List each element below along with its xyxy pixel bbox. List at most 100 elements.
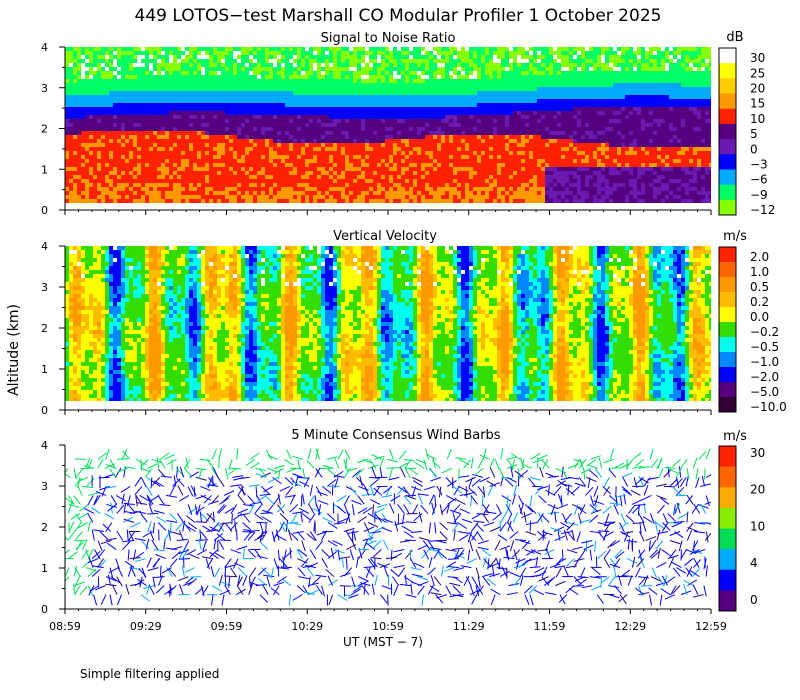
snr-cell (185, 159, 189, 163)
snr-cell (317, 91, 321, 95)
snr-cell (297, 127, 301, 131)
snr-cell (177, 87, 181, 91)
snr-cell (397, 95, 401, 99)
snr-cell (237, 195, 241, 199)
snr-cell (249, 63, 253, 67)
snr-cell (409, 87, 413, 91)
snr-cell (245, 115, 249, 119)
snr-cell (433, 115, 437, 119)
snr-cell (321, 115, 325, 119)
snr-cell (461, 119, 465, 123)
snr-cell (337, 75, 341, 79)
snr-cell (205, 103, 209, 107)
snr-cell (197, 79, 201, 83)
snr-cell (177, 195, 181, 199)
snr-cell (145, 147, 149, 151)
snr-cell (401, 107, 405, 111)
snr-cell (373, 119, 377, 123)
snr-cell (513, 151, 517, 155)
snr-cell (297, 171, 301, 175)
snr-cell (229, 99, 233, 103)
snr-cell (377, 51, 381, 55)
snr-cell (461, 47, 465, 51)
snr-cell (473, 51, 477, 55)
snr-cell (181, 151, 185, 155)
snr-cell (213, 127, 217, 131)
snr-cell (413, 127, 417, 131)
snr-cell (445, 111, 449, 115)
snr-cell (105, 147, 109, 151)
snr-cell (485, 55, 489, 59)
snr-cell (205, 147, 209, 151)
snr-cell (237, 155, 241, 159)
snr-cell (573, 171, 577, 175)
snr-cell (225, 131, 229, 135)
snr-cell (105, 123, 109, 127)
snr-cell (533, 79, 537, 83)
snr-cell (349, 107, 353, 111)
snr-cell (481, 51, 485, 55)
snr-cell (381, 75, 385, 79)
snr-cell (157, 127, 161, 131)
snr-cell (493, 147, 497, 151)
snr-cell (193, 87, 197, 91)
snr-cell (209, 119, 213, 123)
snr-cell (81, 87, 85, 91)
snr-cell (397, 159, 401, 163)
snr-cell (321, 163, 325, 167)
snr-cell (101, 167, 105, 171)
wind-unit: m/s (723, 429, 747, 444)
snr-cell (257, 187, 261, 191)
snr-cell (157, 159, 161, 163)
snr-cell (381, 111, 385, 115)
snr-cell (481, 91, 485, 95)
snr-cell (529, 95, 533, 99)
snr-cell (117, 95, 121, 99)
snr-cell (493, 143, 497, 147)
snr-cell (213, 95, 217, 99)
snr-cell (497, 127, 501, 131)
snr-cell (185, 103, 189, 107)
snr-cell (465, 163, 469, 167)
snr-cell (305, 123, 309, 127)
snr-cell (265, 51, 269, 55)
snr-cell (573, 75, 577, 79)
snr-cell (261, 147, 265, 151)
snr-cell (537, 119, 541, 123)
snr-cell (141, 55, 145, 59)
snr-cell (561, 115, 565, 119)
snr-cell (517, 63, 521, 67)
snr-cell (349, 147, 353, 151)
snr-cell (397, 63, 401, 67)
snr-cell (517, 51, 521, 55)
snr-cell (269, 71, 273, 75)
snr-cell (529, 143, 533, 147)
snr-cell (209, 87, 213, 91)
snr-cell (193, 95, 197, 99)
snr-cell (569, 143, 573, 147)
snr-cell (525, 67, 529, 71)
snr-cell (169, 71, 173, 75)
snr-cell (461, 75, 465, 79)
snr-cell (389, 51, 393, 55)
snr-cell (573, 187, 577, 191)
snr-cell (153, 147, 157, 151)
snr-cell (457, 47, 461, 51)
snr-cell (569, 79, 573, 83)
snr-cell (381, 51, 385, 55)
snr-cell (125, 131, 129, 135)
snr-cell (557, 47, 561, 51)
snr-cell (421, 127, 425, 131)
snr-cell (193, 171, 197, 175)
snr-cell (437, 83, 441, 87)
snr-cell (161, 115, 165, 119)
snr-cell (377, 63, 381, 67)
snr-cell (237, 143, 241, 147)
snr-cell (237, 119, 241, 123)
snr-cell (521, 95, 525, 99)
snr-cell (405, 87, 409, 91)
snr-cell (501, 183, 505, 187)
snr-cell (137, 163, 141, 167)
snr-cell (69, 59, 73, 63)
snr-cell (357, 183, 361, 187)
